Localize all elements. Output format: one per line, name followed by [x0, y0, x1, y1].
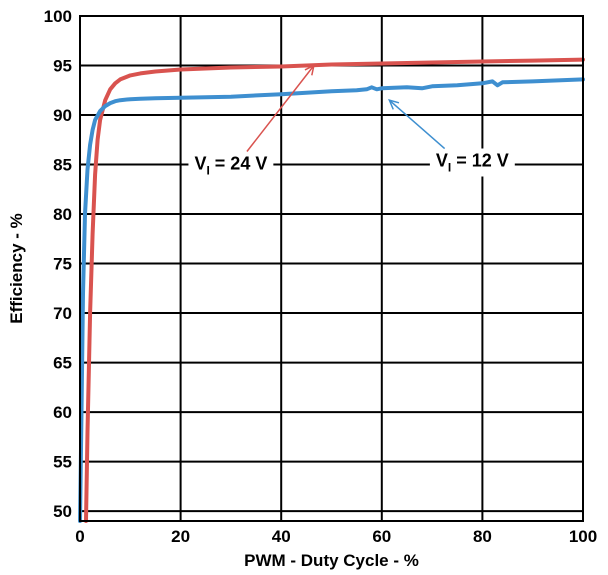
- series-lines: [78, 57, 585, 523]
- annotation-suffix: = 24 V: [210, 153, 268, 173]
- annotation-label: VI = 24 V: [194, 153, 267, 177]
- y-tick-label: 75: [53, 255, 72, 274]
- annotations: VI = 24 V VI = 12 V: [188, 64, 515, 180]
- plot-frame: [79, 15, 584, 522]
- annotation-subscript: I: [206, 163, 209, 177]
- series-line-0: [84, 57, 585, 523]
- annotation-arrow-line: [246, 65, 315, 152]
- y-tick-label: 60: [53, 403, 72, 422]
- annotation-suffix: = 12 V: [451, 151, 509, 171]
- y-tick-label: 100: [44, 7, 72, 26]
- annotation-arrow-head: [388, 99, 400, 110]
- y-tick-label: 90: [53, 106, 72, 125]
- annotation-1: VI = 12 V: [388, 99, 515, 177]
- y-tick-label: 50: [53, 502, 72, 521]
- y-tick-labels: 50 55 60 65 70 75 80 85 90 95 100: [44, 7, 72, 521]
- x-tick-label: 80: [473, 527, 492, 546]
- annotation-background: [188, 151, 274, 180]
- series-line-1: [78, 77, 585, 523]
- annotation-main: V: [194, 153, 206, 173]
- annotation-0: VI = 24 V: [188, 64, 315, 180]
- x-axis-label: PWM - Duty Cycle - %: [244, 551, 419, 570]
- x-tick-label: 20: [171, 527, 190, 546]
- x-tick-label: 40: [272, 527, 291, 546]
- annotation-background: [429, 148, 515, 177]
- y-axis-label: Efficiency - %: [7, 213, 26, 324]
- x-tick-label: 0: [75, 527, 84, 546]
- y-tick-label: 65: [53, 354, 72, 373]
- y-tick-label: 85: [53, 156, 72, 175]
- annotation-label: VI = 12 V: [436, 151, 509, 175]
- x-tick-label: 60: [372, 527, 391, 546]
- x-tick-labels: 0 20 40 60 80 100: [75, 527, 597, 546]
- annotation-arrow-head: [304, 64, 315, 76]
- annotation-subscript: I: [448, 161, 451, 175]
- y-tick-label: 80: [53, 205, 72, 224]
- y-tick-label: 70: [53, 304, 72, 323]
- annotation-arrow-line: [388, 99, 446, 150]
- y-tick-label: 95: [53, 57, 72, 76]
- y-tick-label: 55: [53, 453, 72, 472]
- x-tick-label: 100: [569, 527, 597, 546]
- annotation-main: V: [436, 151, 448, 171]
